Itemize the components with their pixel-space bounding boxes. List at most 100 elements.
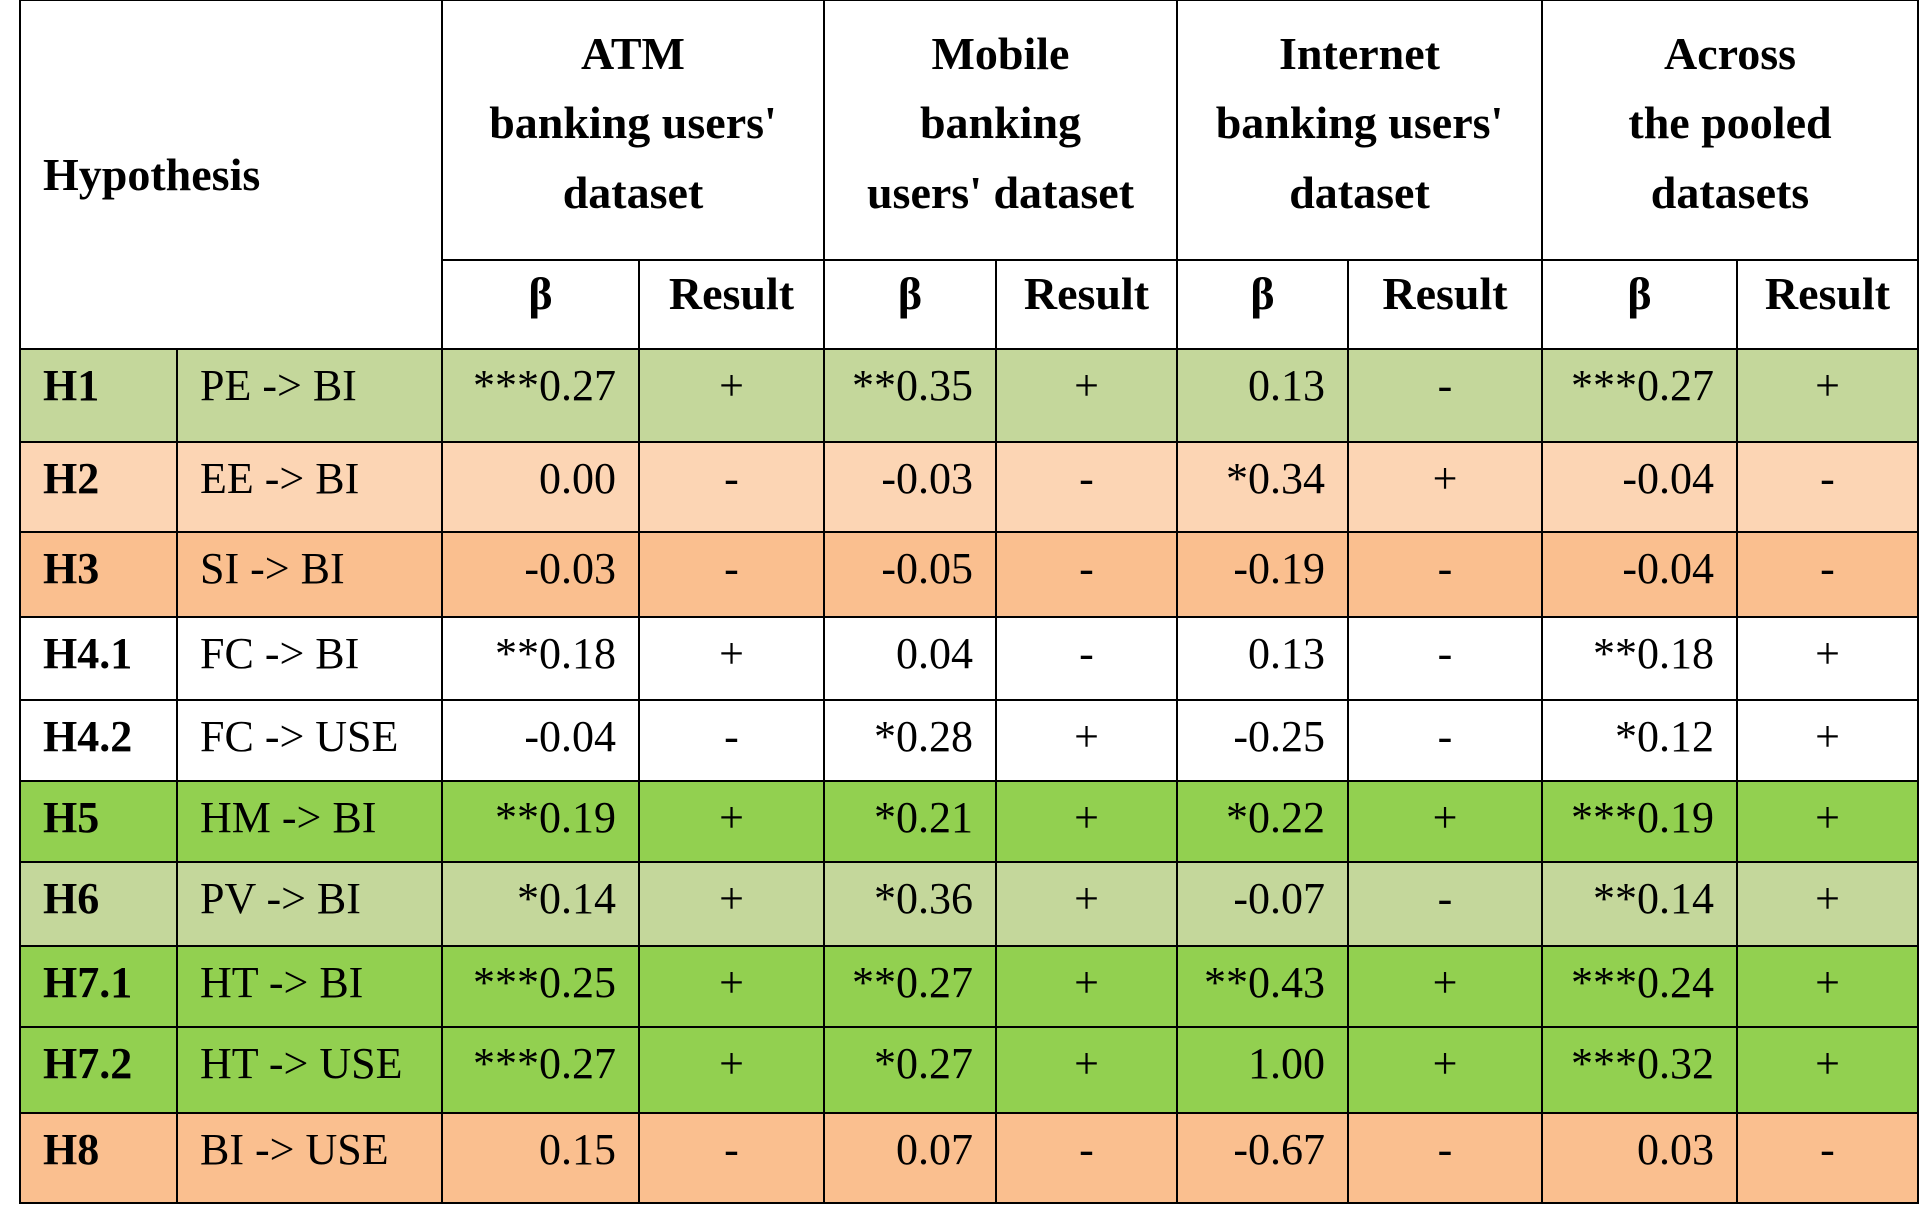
result-cell-mobile: - [995, 441, 1178, 533]
beta-cell-internet: -0.07 [1176, 861, 1349, 947]
beta-value: ***0.27 [473, 1039, 616, 1088]
result-cell-internet: - [1347, 348, 1543, 443]
beta-cell-atm: ***0.25 [441, 945, 640, 1028]
beta-cell-internet: *0.22 [1176, 780, 1349, 863]
result-cell-atm: - [638, 1112, 825, 1204]
beta-value: -0.04 [524, 712, 616, 761]
result-value: - [1079, 544, 1094, 593]
hypothesis-path-cell: PV -> BI [176, 861, 443, 947]
beta-cell-pooled: 0.03 [1541, 1112, 1738, 1204]
beta-cell-pooled: -0.04 [1541, 441, 1738, 533]
result-value: - [1820, 544, 1835, 593]
beta-value: 0.15 [539, 1125, 616, 1174]
group-header-line: banking users' [489, 97, 777, 148]
beta-value: ***0.24 [1571, 958, 1714, 1007]
beta-cell-pooled: ***0.32 [1541, 1026, 1738, 1114]
hypothesis-path-cell: BI -> USE [176, 1112, 443, 1204]
beta-value: *0.34 [1226, 454, 1325, 503]
beta-value: **0.14 [1593, 874, 1714, 923]
group-header-line: Mobile [931, 27, 1070, 79]
result-value: - [1079, 629, 1094, 678]
result-value: - [1437, 874, 1453, 923]
beta-value: -0.05 [881, 544, 973, 593]
result-cell-mobile: - [995, 616, 1178, 701]
hypothesis-id-cell: H7.1 [19, 945, 178, 1028]
result-cell-mobile: + [995, 780, 1178, 863]
result-cell-atm: + [638, 348, 825, 443]
hypothesis-path: HT -> BI [200, 958, 364, 1007]
beta-value: -0.03 [524, 544, 616, 593]
hypothesis-path: FC -> USE [200, 712, 399, 761]
beta-cell-mobile: -0.03 [823, 441, 997, 533]
hypothesis-id-cell: H5 [19, 780, 178, 863]
result-header-atm: Result [638, 259, 825, 350]
result-cell-internet: - [1347, 861, 1543, 947]
result-cell-atm: + [638, 780, 825, 863]
beta-value: *0.21 [874, 793, 973, 842]
result-value: - [1820, 1125, 1835, 1174]
group-header-line: Across [1663, 27, 1797, 79]
result-cell-mobile: + [995, 1026, 1178, 1114]
result-cell-mobile: + [995, 699, 1178, 782]
hypothesis-header: Hypothesis [19, 0, 443, 350]
result-value: + [1074, 958, 1099, 1007]
beta-header-pooled: β [1541, 259, 1738, 350]
result-value: - [1437, 712, 1453, 761]
result-value: + [1074, 793, 1099, 842]
hypothesis-path-cell: FC -> BI [176, 616, 443, 701]
beta-cell-internet: -0.19 [1176, 531, 1349, 618]
beta-value: *0.22 [1226, 793, 1325, 842]
beta-cell-internet: 1.00 [1176, 1026, 1349, 1114]
result-header-mobile: Result [995, 259, 1178, 350]
beta-header-mobile: β [823, 259, 997, 350]
beta-cell-atm: -0.04 [441, 699, 640, 782]
beta-value: 0.04 [896, 629, 973, 678]
result-cell-internet: + [1347, 1026, 1543, 1114]
result-cell-pooled: + [1736, 616, 1919, 701]
beta-cell-mobile: *0.27 [823, 1026, 997, 1114]
beta-cell-internet: 0.13 [1176, 616, 1349, 701]
hypothesis-id-cell: H6 [19, 861, 178, 947]
beta-value: -0.67 [1233, 1125, 1325, 1174]
result-header-internet: Result [1347, 259, 1543, 350]
beta-cell-atm: **0.19 [441, 780, 640, 863]
hypothesis-path-cell: PE -> BI [176, 348, 443, 443]
beta-value: 0.13 [1248, 361, 1325, 410]
hypothesis-path-cell: SI -> BI [176, 531, 443, 618]
beta-cell-mobile: 0.04 [823, 616, 997, 701]
beta-value: **0.43 [1204, 958, 1325, 1007]
result-value: + [1815, 712, 1840, 761]
result-cell-pooled: + [1736, 348, 1919, 443]
result-cell-internet: - [1347, 616, 1543, 701]
result-cell-internet: - [1347, 531, 1543, 618]
result-value: - [724, 544, 739, 593]
beta-label: β [897, 268, 923, 319]
result-value: + [719, 1039, 744, 1088]
hypothesis-id: H7.2 [43, 1039, 133, 1088]
hypothesis-path: PV -> BI [200, 874, 361, 923]
result-value: + [1815, 874, 1840, 923]
result-value: + [719, 958, 744, 1007]
result-label: Result [1382, 268, 1508, 319]
result-value: + [1432, 958, 1458, 1007]
result-value: + [1815, 629, 1840, 678]
beta-value: ***0.27 [1571, 361, 1714, 410]
beta-cell-mobile: **0.35 [823, 348, 997, 443]
result-value: + [1815, 958, 1840, 1007]
result-cell-atm: + [638, 945, 825, 1028]
hypothesis-id: H1 [43, 361, 100, 410]
beta-cell-atm: ***0.27 [441, 348, 640, 443]
hypothesis-id-cell: H2 [19, 441, 178, 533]
result-cell-atm: - [638, 699, 825, 782]
result-cell-atm: + [638, 1026, 825, 1114]
result-value: + [1432, 1039, 1458, 1088]
result-label: Result [1764, 268, 1891, 319]
hypothesis-path-cell: HM -> BI [176, 780, 443, 863]
result-value: + [1074, 874, 1099, 923]
hypothesis-id-cell: H4.2 [19, 699, 178, 782]
group-header-line: dataset [562, 166, 704, 218]
result-value: - [1437, 361, 1453, 410]
result-cell-atm: - [638, 441, 825, 533]
beta-value: ***0.27 [473, 361, 616, 410]
